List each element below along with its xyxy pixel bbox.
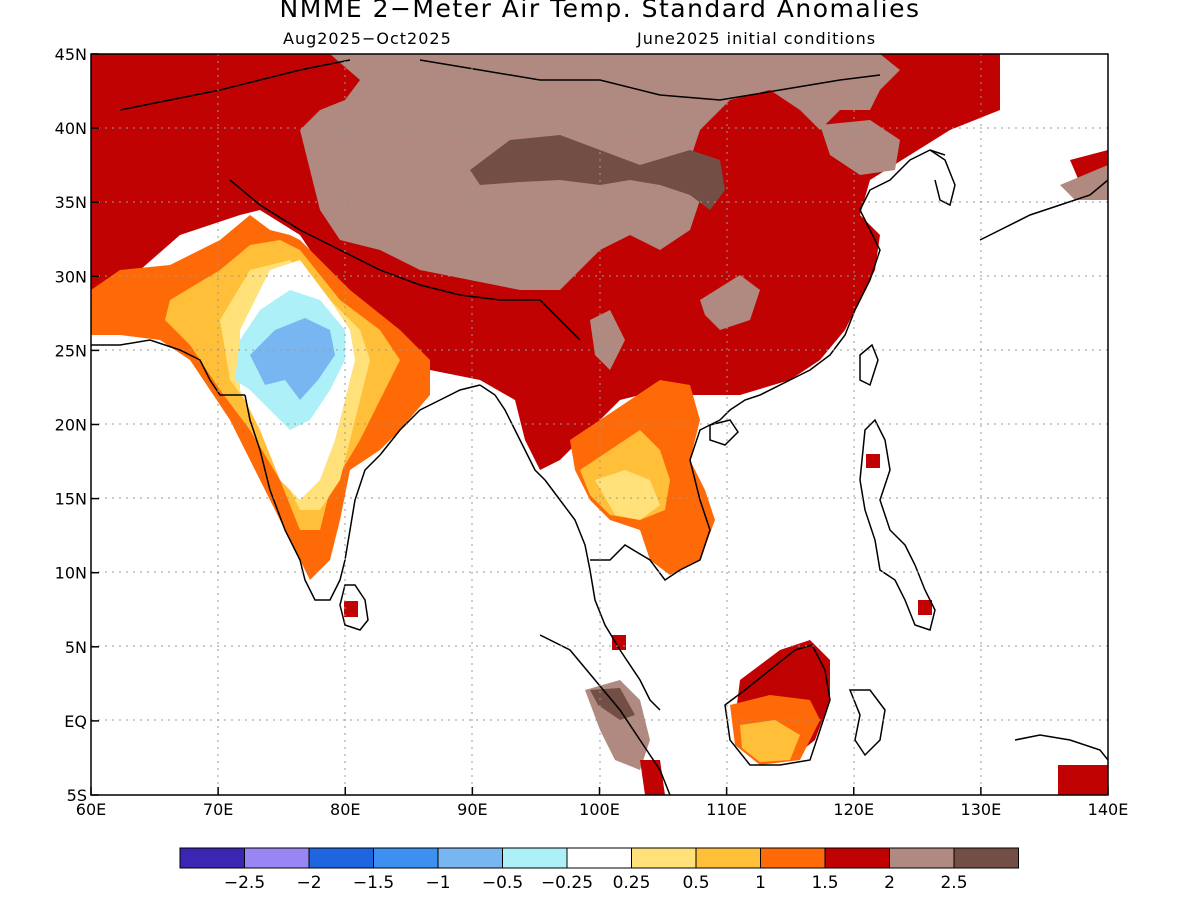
coast-korea (929, 149, 956, 207)
colorbar-swatch (502, 847, 568, 869)
x-tick-label: 100E (579, 800, 620, 819)
anomaly-high-region-sumatra (590, 688, 635, 720)
anomaly-2-patch-malaya (612, 635, 626, 650)
anomaly-2-patch-srilanka (344, 601, 358, 617)
x-tick-label: 120E (833, 800, 874, 819)
y-tick-label: 5S (67, 786, 87, 805)
x-tick-label: 140E (1088, 800, 1129, 819)
x-axis-ticks: 60E 70E 80E 90E 100E 110E 120E 130E 140E (76, 787, 1129, 819)
coast-philippines (859, 418, 936, 631)
coast-bay-bengal-east (479, 384, 546, 481)
coast-newguinea (1014, 734, 1109, 761)
colorbar-label: 1.5 (811, 873, 838, 893)
coast-borneo (724, 644, 831, 766)
anomaly-2.5-region-korea (820, 120, 900, 175)
forecast-period: Aug2025−Oct2025 (283, 29, 452, 48)
x-tick-label: 130E (961, 800, 1002, 819)
coast-vietnam-china (719, 149, 946, 421)
y-tick-label: 25N (55, 341, 87, 360)
anomaly-high-region-qinghai (470, 135, 725, 210)
colorbar: −2.5 −2 −1.5 −1 −0.5 −0.25 0.25 0.5 1 1.5 2 2.5 (179, 847, 1019, 893)
y-tick-label: 45N (55, 45, 87, 64)
y-tick-label: 35N (55, 193, 87, 212)
colorbar-label: 2 (884, 873, 895, 893)
colorbar-label: −0.5 (482, 873, 523, 893)
colorbar-label: −1.5 (353, 873, 394, 893)
colorbar-label: −1 (425, 873, 450, 893)
x-tick-label: 80E (330, 800, 360, 819)
anomaly-2.5-region-china (700, 275, 760, 330)
colorbar-swatch (631, 847, 697, 869)
anomaly-2.5-region-japan (1060, 165, 1108, 200)
anomaly-2-patch-newguinea (1058, 765, 1108, 795)
colorbar-swatch (566, 847, 632, 869)
border-central-asia (119, 59, 351, 111)
anomaly-1-region-borneo (740, 720, 800, 762)
coast-srilanka (339, 584, 369, 631)
colorbar-label: 0.5 (682, 873, 709, 893)
coast-gulf-thailand (590, 419, 721, 582)
colorbar-label: −0.25 (541, 873, 593, 893)
y-tick-label: 15N (55, 490, 87, 509)
colorbar-swatch (179, 847, 245, 869)
x-tick-label: 110E (706, 800, 747, 819)
anomaly-neg0.5-region-india (250, 318, 335, 400)
coast-sumatra (539, 634, 671, 796)
coast-hainan (709, 419, 739, 446)
colorbar-swatch (760, 847, 826, 869)
coast-arabia-pakistan (91, 339, 245, 396)
colorbar-label: 2.5 (940, 873, 967, 893)
border-mongolia (419, 59, 881, 101)
colorbar-label: −2 (296, 873, 321, 893)
y-tick-label: 40N (55, 119, 87, 138)
colorbar-swatch (308, 847, 374, 869)
colorbar-label: 1 (755, 873, 766, 893)
anomaly-2-patch-luzon (866, 454, 880, 468)
y-tick-label: 5N (65, 638, 87, 657)
colorbar-swatch (953, 847, 1019, 869)
coast-india-west (244, 384, 481, 601)
anomaly-2-patch-mindanao (918, 600, 932, 615)
coast-taiwan (859, 343, 879, 387)
coast-sulawesi (848, 689, 886, 757)
anomaly-0.5-region-thailand (595, 470, 660, 520)
colorbar-swatch (244, 847, 310, 869)
colorbar-label: −2.5 (224, 873, 265, 893)
coast-malay-peninsula (544, 479, 661, 711)
x-tick-label: 70E (203, 800, 233, 819)
colorbar-swatch (695, 847, 761, 869)
border-himalaya (229, 179, 581, 341)
colorbar-swatch (889, 847, 955, 869)
map-title: NMME 2−Meter Air Temp. Standard Anomalie… (279, 0, 921, 23)
y-axis-ticks: 5S EQ 5N 10N 15N 20N 25N 30N 35N 40N 45N (55, 45, 99, 805)
y-tick-label: 20N (55, 416, 87, 435)
gridlines (91, 54, 1108, 795)
colorbar-swatch (373, 847, 439, 869)
colorbar-label: 0.25 (613, 873, 651, 893)
colorbar-swatch (437, 847, 503, 869)
y-tick-label: EQ (64, 712, 87, 731)
y-tick-label: 30N (55, 267, 87, 286)
colorbar-swatch (824, 847, 890, 869)
initial-conditions: June2025 initial conditions (637, 29, 877, 48)
y-tick-label: 10N (55, 564, 87, 583)
coast-japan (979, 179, 1109, 241)
x-tick-label: 60E (76, 800, 106, 819)
x-tick-label: 90E (457, 800, 487, 819)
anomaly-2.5-region-burma (590, 310, 625, 370)
coastlines (91, 59, 1109, 796)
